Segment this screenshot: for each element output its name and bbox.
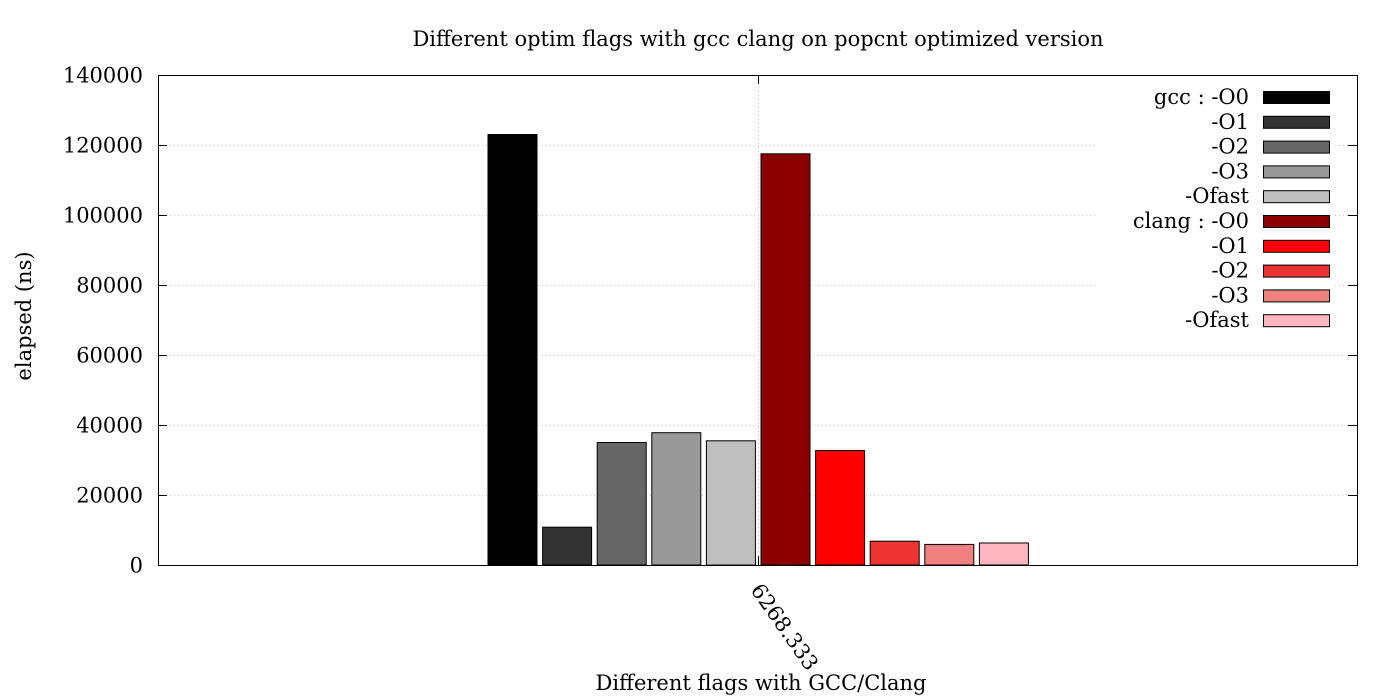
y-tick-label: 80000 <box>76 274 143 298</box>
legend-label: -Ofast <box>1185 184 1249 208</box>
bar <box>924 543 975 566</box>
legend-label: -Ofast <box>1185 308 1249 332</box>
plot-frame <box>158 75 1358 566</box>
legend-label: clang : -O0 <box>1133 209 1249 233</box>
legend-swatch <box>1263 314 1330 328</box>
chart-title: Different optim flags with gcc clang on … <box>412 27 1103 51</box>
legend-label: -O3 <box>1211 159 1249 183</box>
legend-swatch <box>1263 190 1330 204</box>
x-tick-label: 6268.333 <box>746 579 823 675</box>
legend-label: -O1 <box>1211 110 1249 134</box>
y-tick-label: 100000 <box>63 204 143 228</box>
bar <box>651 432 702 566</box>
y-tick-label: 120000 <box>63 134 143 158</box>
y-axis-label: elapsed (ns) <box>12 251 36 380</box>
grid-layer <box>158 75 1357 565</box>
x-axis-label: Different flags with GCC/Clang <box>595 671 926 695</box>
y-tick-label: 20000 <box>76 484 143 508</box>
legend-label: -O2 <box>1211 135 1249 159</box>
bar <box>487 134 538 566</box>
bar <box>978 542 1029 566</box>
bar <box>815 450 866 566</box>
y-tick-label: 60000 <box>76 344 143 368</box>
legend-swatch <box>1263 215 1330 228</box>
legend-swatch <box>1263 115 1330 129</box>
y-tick-label: 40000 <box>76 414 143 438</box>
bar <box>869 540 920 566</box>
y-tick-label: 140000 <box>63 64 143 88</box>
legend-label: -O2 <box>1211 259 1249 283</box>
bar <box>760 153 811 566</box>
y-axis: 0 20000 40000 60000 80000 100000 120000 140000 <box>63 64 1357 578</box>
legend-label: -O3 <box>1211 283 1249 307</box>
legend-swatch <box>1263 165 1330 179</box>
bar <box>596 442 647 566</box>
bar <box>542 526 593 566</box>
bars-layer <box>487 134 1029 566</box>
legend-swatch <box>1263 264 1330 278</box>
legend-label: gcc : -O0 <box>1154 85 1249 109</box>
legend-label: -O1 <box>1211 234 1249 258</box>
y-tick-label: 0 <box>130 554 143 578</box>
legend-swatch <box>1263 239 1330 253</box>
legend-swatch <box>1263 140 1330 154</box>
bar <box>705 440 756 566</box>
legend-swatch <box>1263 289 1330 303</box>
legend-swatch <box>1263 91 1330 104</box>
